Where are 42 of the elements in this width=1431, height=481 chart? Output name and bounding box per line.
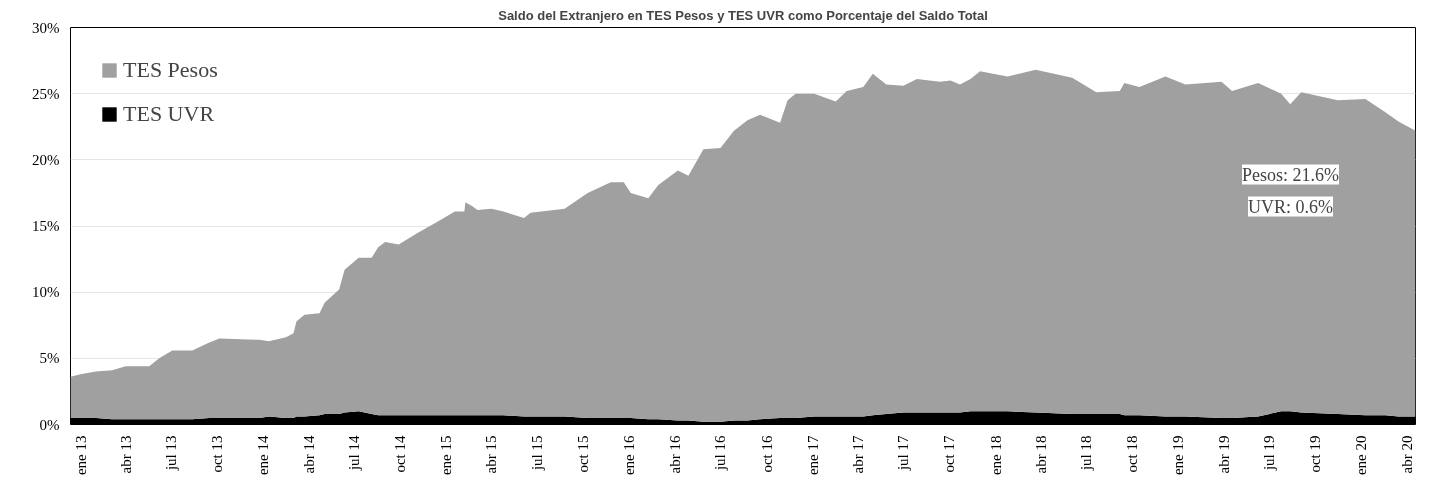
y-tick-label: 20%: [32, 151, 60, 168]
legend-label: TES Pesos: [123, 57, 218, 83]
x-tick-label: abr 19: [1215, 435, 1232, 474]
x-tick-label: ene 18: [987, 435, 1004, 476]
x-tick-label: oct 13: [209, 435, 226, 473]
x-tick-label: ene 14: [255, 435, 272, 476]
x-tick-label: ene 15: [438, 435, 455, 476]
x-tick-label: abr 14: [300, 435, 317, 474]
x-tick-label: oct 18: [1124, 435, 1141, 473]
x-tick-label: abr 18: [1032, 435, 1049, 474]
annotation: UVR: 0.6%: [1248, 196, 1334, 217]
x-tick-label: jul 19: [1261, 435, 1278, 472]
x-tick-label: ene 16: [621, 435, 638, 476]
x-tick-label: abr 15: [483, 435, 500, 474]
chart-title: Saldo del Extranjero en TES Pesos y TES UVR como Porcentaje del Saldo Total: [498, 7, 988, 23]
y-tick-label: 30%: [32, 19, 60, 36]
x-tick-label: jul 17: [895, 435, 912, 472]
x-tick-label: abr 17: [849, 435, 866, 474]
x-tick-label: ene 20: [1353, 435, 1370, 476]
x-tick-label: abr 20: [1398, 435, 1415, 474]
x-tick-label: jul 13: [163, 435, 180, 472]
x-tick-label: oct 15: [575, 435, 592, 473]
x-tick-label: ene 13: [72, 435, 89, 476]
x-tick-label: oct 16: [758, 435, 775, 473]
legend-label: TES UVR: [123, 101, 215, 127]
x-tick-label: abr 16: [666, 435, 683, 474]
x-tick-label: jul 18: [1078, 435, 1095, 472]
y-tick-label: 5%: [39, 350, 60, 367]
x-tick-label: jul 14: [346, 435, 363, 472]
x-tick-label: jul 16: [712, 435, 729, 472]
y-tick-label: 0%: [39, 416, 60, 433]
y-tick-label: 15%: [32, 218, 60, 234]
x-tick-label: ene 17: [804, 435, 821, 476]
x-tick-label: oct 14: [392, 435, 409, 473]
x-tick-label: jul 15: [529, 435, 546, 472]
x-tick-label: oct 19: [1307, 435, 1324, 473]
y-tick-label: 10%: [32, 284, 60, 301]
x-tick-label: ene 19: [1170, 435, 1187, 476]
annotation: Pesos: 21.6%: [1242, 164, 1340, 185]
x-tick-label: abr 13: [117, 435, 134, 474]
x-tick-label: oct 17: [941, 435, 958, 473]
y-tick-label: 25%: [32, 85, 60, 102]
